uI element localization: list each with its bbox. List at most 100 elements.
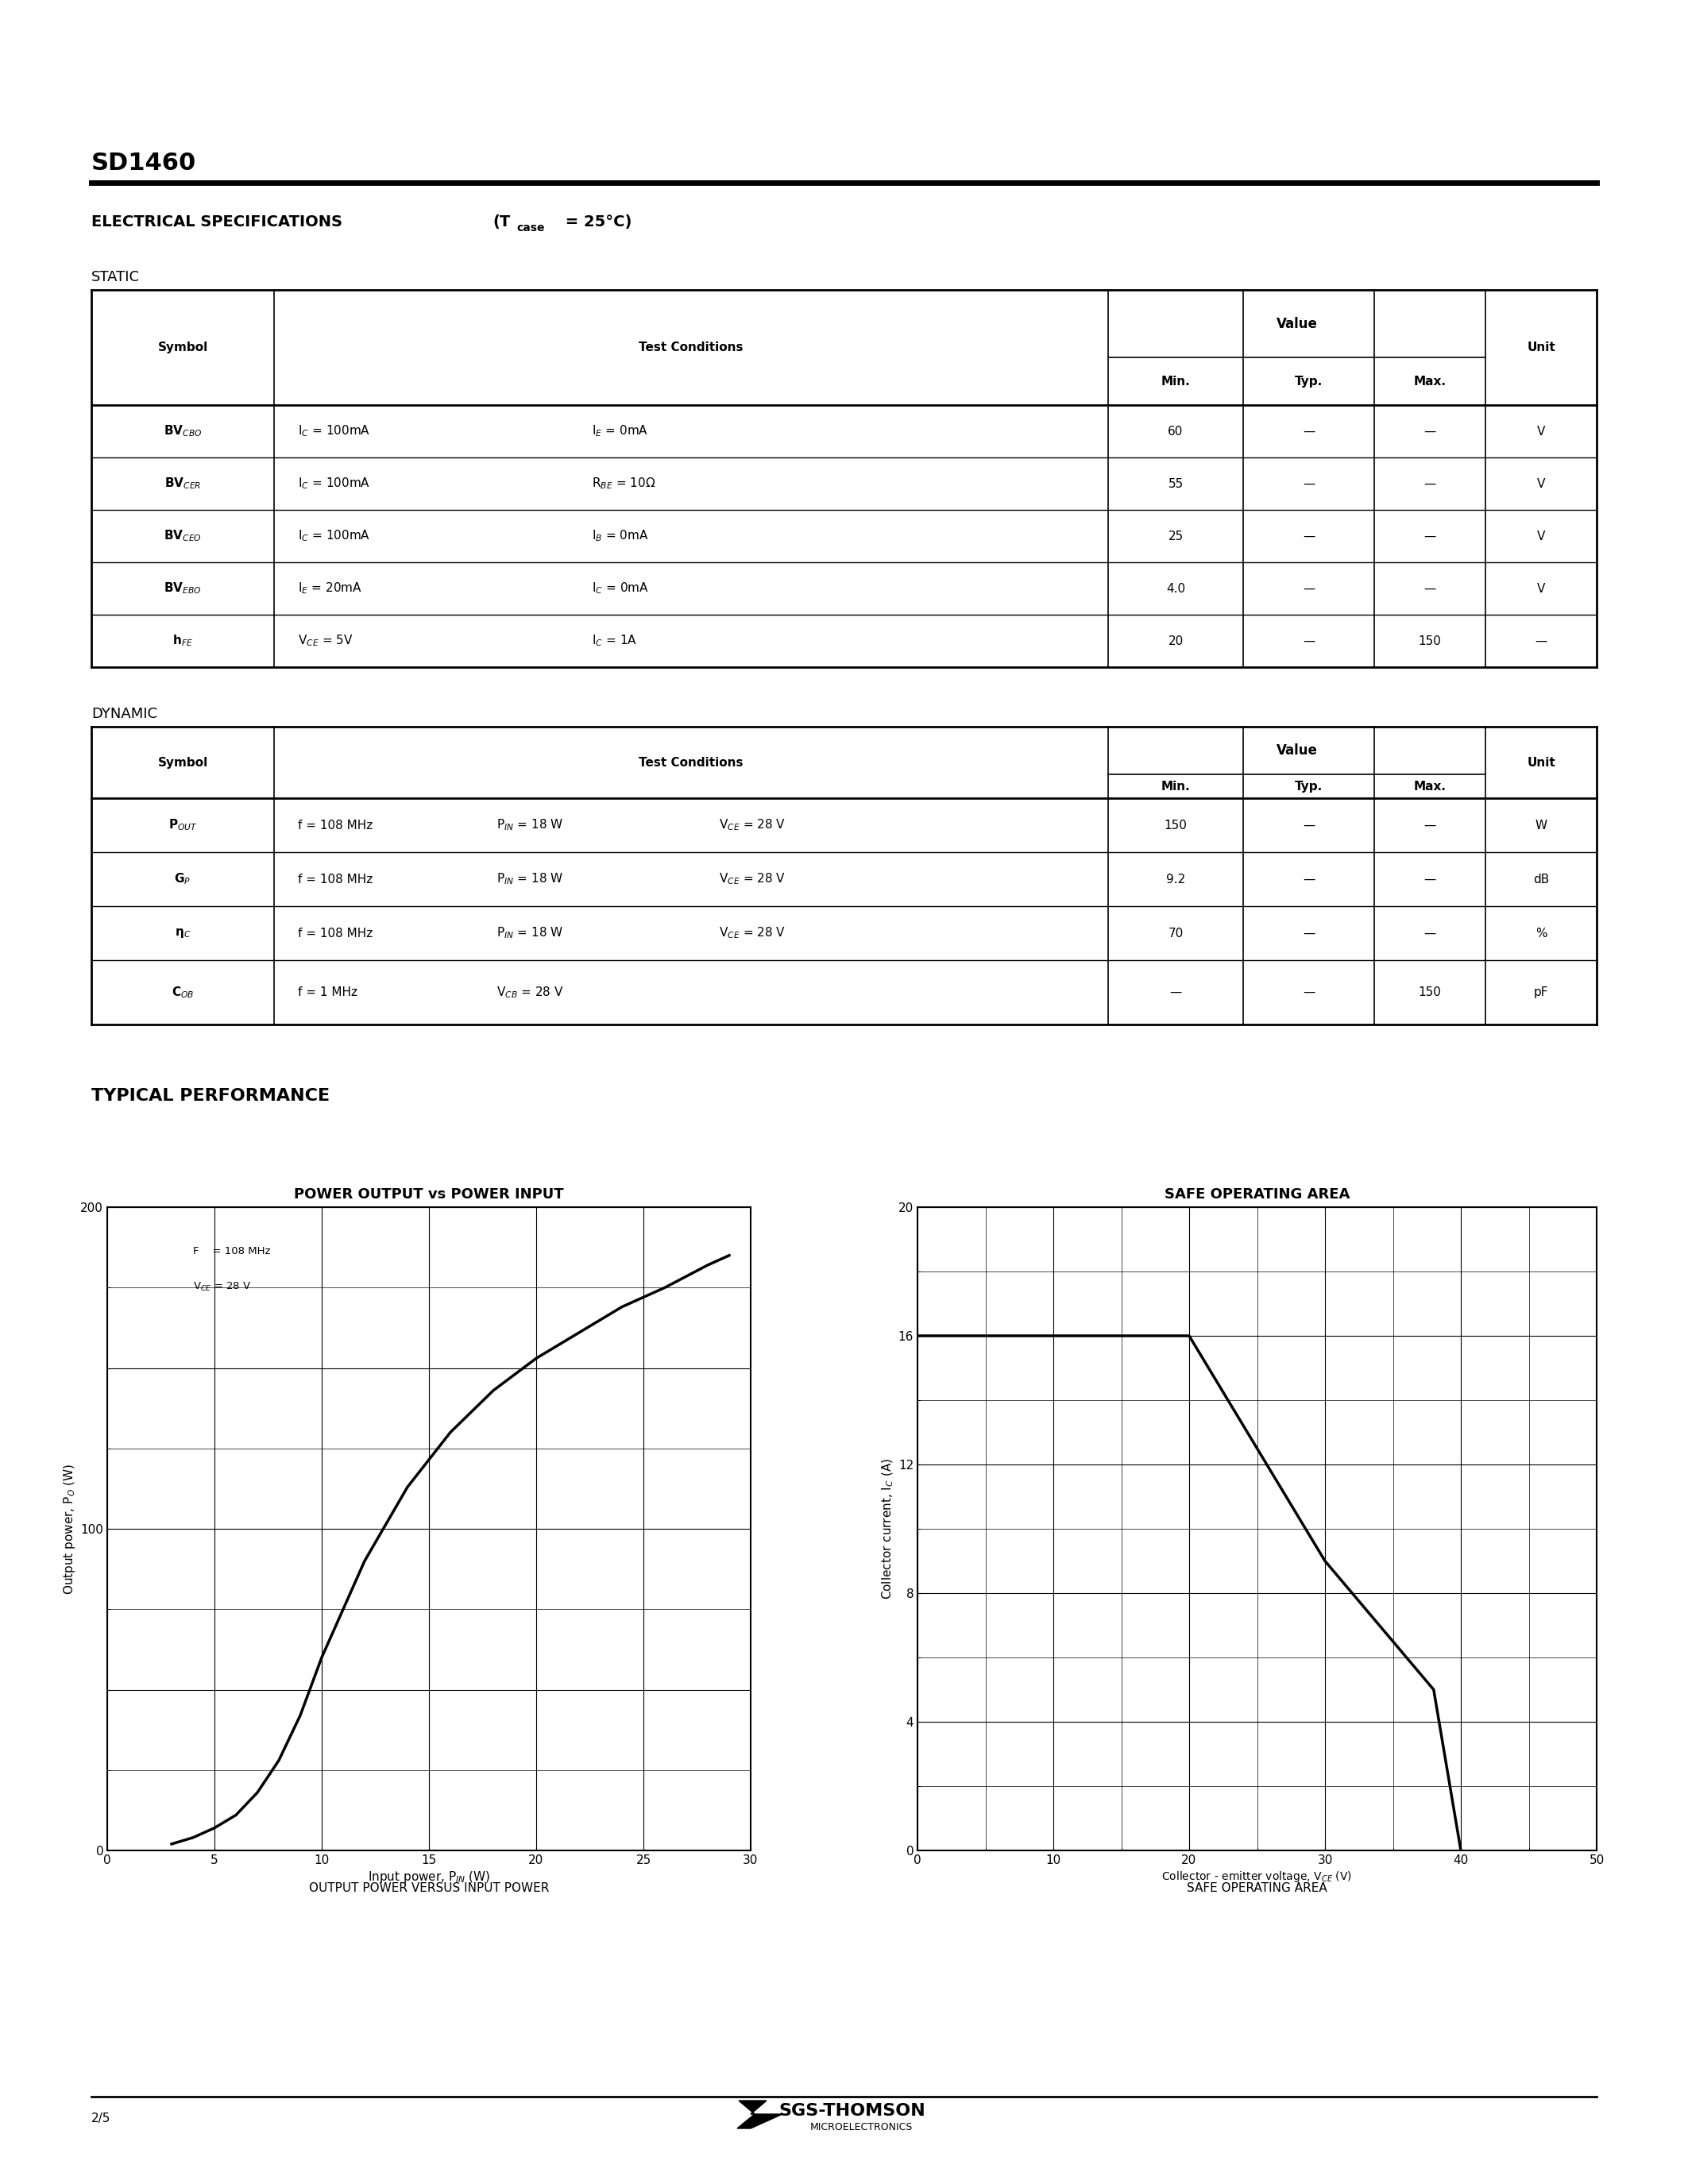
- Text: f = 108 MHz: f = 108 MHz: [297, 874, 373, 885]
- Text: —: —: [1303, 531, 1315, 542]
- Text: P$_{IN}$ = 18 W: P$_{IN}$ = 18 W: [496, 871, 564, 887]
- Text: V: V: [1536, 583, 1545, 594]
- Text: P$_{IN}$ = 18 W: P$_{IN}$ = 18 W: [496, 817, 564, 832]
- X-axis label: Input power, P$_{IN}$ (W): Input power, P$_{IN}$ (W): [368, 1870, 490, 1885]
- Y-axis label: Output power, P$_O$ (W): Output power, P$_O$ (W): [62, 1463, 78, 1594]
- Text: V$_{CE}$ = 28 V: V$_{CE}$ = 28 V: [719, 926, 787, 941]
- Text: —: —: [1534, 636, 1548, 646]
- Text: %: %: [1536, 928, 1546, 939]
- Text: P$_{OUT}$: P$_{OUT}$: [169, 817, 197, 832]
- Text: BV$_{CER}$: BV$_{CER}$: [164, 476, 201, 491]
- Text: —: —: [1423, 819, 1436, 832]
- Text: —: —: [1423, 583, 1436, 594]
- Text: OUTPUT POWER VERSUS INPUT POWER: OUTPUT POWER VERSUS INPUT POWER: [309, 1883, 549, 1894]
- Title: SAFE OPERATING AREA: SAFE OPERATING AREA: [1165, 1188, 1350, 1201]
- Text: V: V: [1536, 478, 1545, 489]
- Text: W: W: [1534, 819, 1546, 832]
- Text: SGS-THOMSON: SGS-THOMSON: [778, 2103, 925, 2118]
- Text: I$_E$ = 20mA: I$_E$ = 20mA: [297, 581, 363, 596]
- Text: V$_{CE}$ = 5V: V$_{CE}$ = 5V: [297, 633, 353, 649]
- Text: F    = 108 MHz: F = 108 MHz: [192, 1245, 270, 1256]
- Text: SAFE OPERATING AREA: SAFE OPERATING AREA: [1187, 1883, 1327, 1894]
- Text: —: —: [1303, 987, 1315, 998]
- Text: f = 108 MHz: f = 108 MHz: [297, 928, 373, 939]
- Text: (T: (T: [493, 214, 510, 229]
- Text: —: —: [1423, 874, 1436, 885]
- Text: 55: 55: [1168, 478, 1183, 489]
- Text: I$_C$ = 100mA: I$_C$ = 100mA: [297, 424, 370, 439]
- Text: —: —: [1423, 531, 1436, 542]
- Text: Symbol: Symbol: [157, 756, 208, 769]
- Text: Test Conditions: Test Conditions: [638, 756, 743, 769]
- Text: Typ.: Typ.: [1295, 376, 1323, 387]
- Text: V: V: [1536, 531, 1545, 542]
- Text: TYPICAL PERFORMANCE: TYPICAL PERFORMANCE: [91, 1088, 329, 1103]
- Text: DYNAMIC: DYNAMIC: [91, 708, 157, 721]
- Text: I$_C$ = 100mA: I$_C$ = 100mA: [297, 529, 370, 544]
- Text: Test Conditions: Test Conditions: [638, 341, 743, 354]
- Text: 20: 20: [1168, 636, 1183, 646]
- Text: case: case: [517, 223, 545, 234]
- Text: Max.: Max.: [1413, 780, 1447, 793]
- Text: I$_C$ = 100mA: I$_C$ = 100mA: [297, 476, 370, 491]
- Text: Max.: Max.: [1413, 376, 1447, 387]
- Polygon shape: [738, 2101, 783, 2129]
- Text: V$_{CB}$ = 28 V: V$_{CB}$ = 28 V: [496, 985, 564, 1000]
- Text: ELECTRICAL SPECIFICATIONS: ELECTRICAL SPECIFICATIONS: [91, 214, 348, 229]
- Text: V$_{CE}$ = 28 V: V$_{CE}$ = 28 V: [192, 1282, 252, 1293]
- Text: V$_{CE}$ = 28 V: V$_{CE}$ = 28 V: [719, 871, 787, 887]
- Text: C$_{OB}$: C$_{OB}$: [172, 985, 194, 1000]
- Text: Typ.: Typ.: [1295, 780, 1323, 793]
- Text: —: —: [1423, 426, 1436, 437]
- Text: I$_C$ = 0mA: I$_C$ = 0mA: [592, 581, 648, 596]
- Title: POWER OUTPUT vs POWER INPUT: POWER OUTPUT vs POWER INPUT: [294, 1188, 564, 1201]
- Text: —: —: [1303, 426, 1315, 437]
- Y-axis label: Collector current, I$_C$ (A): Collector current, I$_C$ (A): [881, 1459, 895, 1599]
- Text: —: —: [1303, 478, 1315, 489]
- Text: pF: pF: [1534, 987, 1548, 998]
- Text: I$_C$ = 1A: I$_C$ = 1A: [592, 633, 636, 649]
- Text: = 25°C): = 25°C): [560, 214, 631, 229]
- Text: —: —: [1303, 583, 1315, 594]
- Text: f = 108 MHz: f = 108 MHz: [297, 819, 373, 832]
- Text: SD1460: SD1460: [91, 151, 196, 175]
- Text: —: —: [1303, 928, 1315, 939]
- Text: I$_E$ = 0mA: I$_E$ = 0mA: [592, 424, 648, 439]
- Text: 70: 70: [1168, 928, 1183, 939]
- Text: Value: Value: [1276, 317, 1317, 330]
- Text: —: —: [1423, 478, 1436, 489]
- Text: 150: 150: [1165, 819, 1187, 832]
- Text: V: V: [1536, 426, 1545, 437]
- Text: Unit: Unit: [1528, 756, 1555, 769]
- Text: —: —: [1303, 819, 1315, 832]
- Text: Value: Value: [1276, 743, 1317, 758]
- Text: dB: dB: [1533, 874, 1550, 885]
- Text: R$_{BE}$ = 10Ω: R$_{BE}$ = 10Ω: [592, 476, 655, 491]
- Text: 2/5: 2/5: [91, 2112, 111, 2125]
- Text: 9.2: 9.2: [1166, 874, 1185, 885]
- Text: Min.: Min.: [1161, 780, 1190, 793]
- Text: BV$_{EBO}$: BV$_{EBO}$: [164, 581, 201, 596]
- Text: Symbol: Symbol: [157, 341, 208, 354]
- Text: 4.0: 4.0: [1166, 583, 1185, 594]
- X-axis label: Collector - emitter voltage, V$_{CE}$ (V): Collector - emitter voltage, V$_{CE}$ (V…: [1161, 1870, 1352, 1885]
- Text: STATIC: STATIC: [91, 271, 140, 284]
- Text: f = 1 MHz: f = 1 MHz: [297, 987, 358, 998]
- Text: G$_P$: G$_P$: [174, 871, 191, 887]
- Text: h$_{FE}$: h$_{FE}$: [172, 633, 192, 649]
- Text: 60: 60: [1168, 426, 1183, 437]
- Text: —: —: [1303, 636, 1315, 646]
- Text: MICROELECTRONICS: MICROELECTRONICS: [810, 2123, 913, 2132]
- Text: P$_{IN}$ = 18 W: P$_{IN}$ = 18 W: [496, 926, 564, 941]
- Text: —: —: [1303, 874, 1315, 885]
- Text: 25: 25: [1168, 531, 1183, 542]
- Text: η$_C$: η$_C$: [174, 926, 191, 939]
- Text: 150: 150: [1418, 987, 1442, 998]
- Text: Unit: Unit: [1528, 341, 1555, 354]
- Text: —: —: [1423, 928, 1436, 939]
- Text: 150: 150: [1418, 636, 1442, 646]
- Text: BV$_{CBO}$: BV$_{CBO}$: [164, 424, 203, 439]
- Text: BV$_{CEO}$: BV$_{CEO}$: [164, 529, 201, 544]
- Text: —: —: [1170, 987, 1182, 998]
- Text: Min.: Min.: [1161, 376, 1190, 387]
